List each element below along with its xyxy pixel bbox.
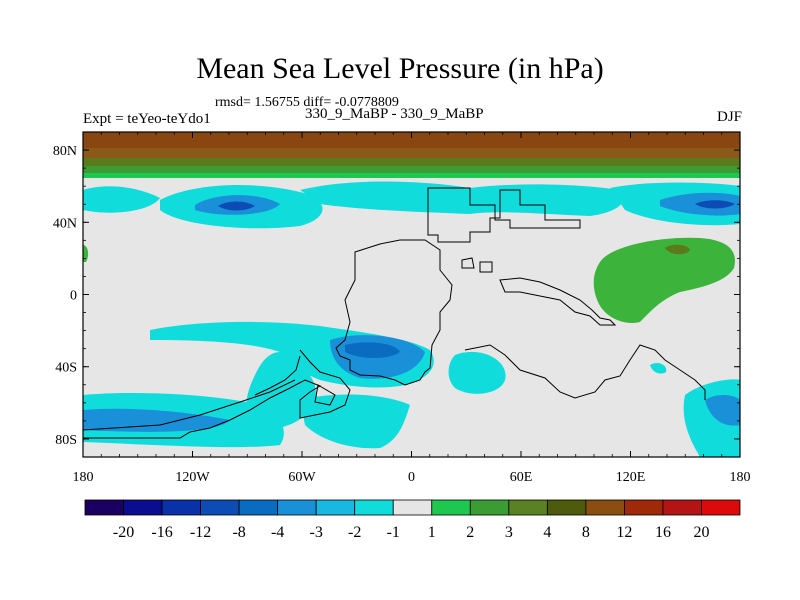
arctic-band-brown (83, 132, 740, 148)
y-axis: 80N 40N 0 40S 80S (53, 131, 740, 458)
y-tick-label: 40S (55, 361, 77, 376)
outline-central-continent (335, 239, 453, 386)
outline-small-island (314, 384, 336, 406)
nh-low-atlantic (300, 181, 624, 216)
colorbar-label: 2 (466, 524, 474, 541)
colorbar: -20 -16 -12 -8 -4 -3 -2 -1 1 2 3 4 8 12 16 20 (84, 499, 741, 541)
outline-southwest-coast-3 (254, 355, 301, 396)
season-label: DJF (716, 109, 742, 125)
colorbar-swatch (469, 499, 510, 516)
colorbar-swatch (315, 499, 356, 516)
sh-low-central-deep (345, 342, 400, 358)
x-axis: 180 120W 60W 0 60E 120E 180 (73, 132, 751, 485)
colorbar-swatch (508, 499, 548, 516)
colorbar-swatch (354, 499, 394, 516)
colorbar-swatch (431, 499, 471, 516)
arctic-band-brown-2 (83, 148, 740, 158)
colorbar-swatch (161, 499, 201, 516)
outline-southwest-coast-2 (83, 379, 296, 431)
nh-low-east-deep (695, 200, 735, 209)
outline-north-continent (427, 187, 581, 243)
colorbar-swatch (392, 499, 433, 516)
y-tick-label: 0 (70, 289, 77, 304)
colorbar-swatch (546, 499, 587, 516)
outline-island-1 (461, 257, 475, 269)
colorbar-label: 20 (693, 524, 709, 541)
map-plot-area (83, 132, 740, 457)
outline-southwest-peninsula (83, 349, 351, 439)
comparison-label: 330_9_MaBP - 330_9_MaBP (305, 106, 484, 122)
colorbar-label: -12 (190, 524, 211, 541)
colorbar-label: 4 (543, 524, 551, 541)
colorbar-label: 8 (582, 524, 590, 541)
colorbar-label: -3 (310, 524, 323, 541)
nh-low-pacific-deep (218, 201, 255, 211)
outline-south-coast (464, 344, 706, 400)
colorbar-label: -2 (348, 524, 361, 541)
sh-low-south-central (300, 394, 410, 449)
x-tick-label: 60W (288, 470, 316, 485)
x-tick-label: 120W (175, 470, 210, 485)
colorbar-swatch (701, 499, 741, 516)
colorbar-swatch (585, 499, 625, 516)
y-tick-label: 40N (53, 216, 77, 231)
sh-low-southwest-core (83, 408, 230, 432)
sh-low-africa (448, 351, 506, 394)
arctic-band-green (83, 166, 740, 173)
colorbar-swatch (624, 499, 664, 516)
colorbar-label: -8 (232, 524, 245, 541)
colorbar-label: 12 (616, 524, 632, 541)
small-green-west (83, 245, 89, 262)
y-tick-label: 80N (53, 144, 77, 159)
arctic-band-olive (83, 158, 740, 166)
colorbar-label: -16 (151, 524, 172, 541)
experiment-label: Expt = teYeo-teYdo1 (83, 111, 211, 127)
chart-title: Mean Sea Level Pressure (in hPa) (196, 52, 604, 85)
pacific-high-core (665, 244, 690, 255)
colorbar-swatch (200, 499, 240, 516)
x-tick-label: 120E (616, 470, 646, 485)
colorbar-label: 1 (428, 524, 436, 541)
colorbar-label: 3 (505, 524, 513, 541)
colorbar-swatch (662, 499, 702, 516)
arctic-band-lightgreen (83, 173, 740, 178)
colorbar-swatch (277, 499, 317, 516)
sh-low-east-core (705, 395, 740, 426)
x-tick-label: 60E (510, 470, 533, 485)
x-tick-label: 180 (73, 470, 94, 485)
x-tick-label: 0 (408, 470, 415, 485)
sh-low-small (650, 362, 667, 374)
colorbar-label: 16 (655, 524, 671, 541)
colorbar-swatch (123, 499, 163, 516)
outline-island-2 (479, 261, 493, 273)
colorbar-swatch (238, 499, 279, 516)
colorbar-label: -4 (271, 524, 284, 541)
colorbar-swatch (84, 499, 124, 516)
colorbar-label: -20 (113, 524, 134, 541)
outline-east-landmass (499, 277, 617, 326)
x-tick-label: 180 (730, 470, 751, 485)
y-tick-label: 80S (55, 433, 77, 448)
coastlines (83, 187, 706, 439)
stats-label: rmsd= 1.56755 diff= -0.0778809 (215, 95, 399, 110)
nh-low-west (83, 186, 160, 213)
pacific-high (593, 237, 735, 324)
colorbar-label: -1 (387, 524, 400, 541)
